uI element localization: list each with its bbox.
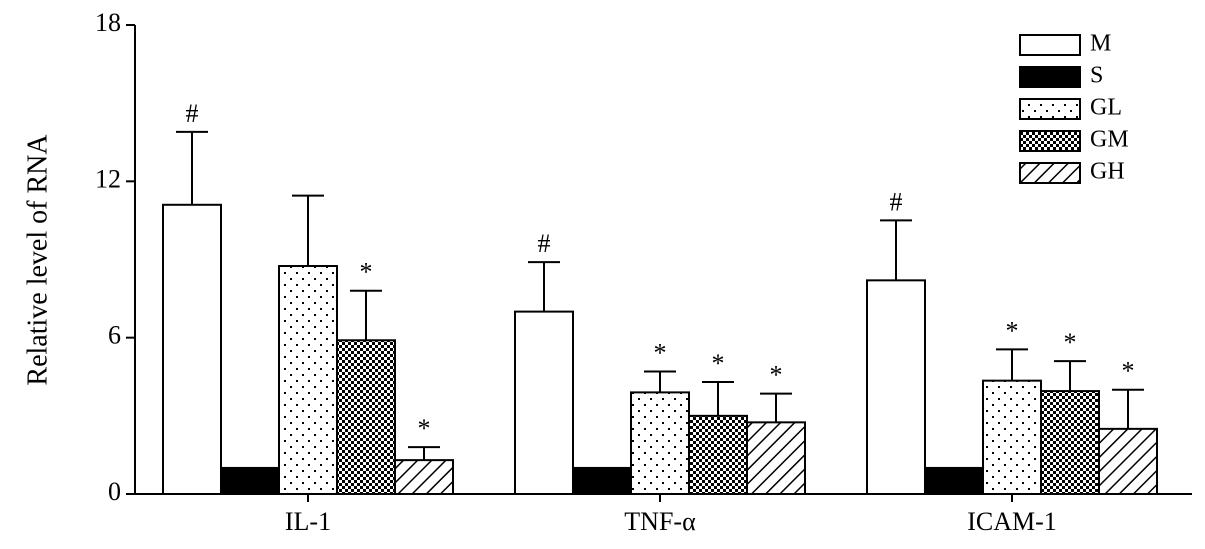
legend-swatch [1019, 162, 1081, 184]
y-tick-label: 0 [108, 477, 121, 506]
annotation: * [1122, 357, 1135, 386]
legend-label: M [1090, 31, 1111, 57]
legend-swatch [1019, 98, 1081, 120]
legend-label: GM [1090, 127, 1129, 153]
legend-label: S [1090, 63, 1103, 89]
annotation: * [654, 339, 667, 368]
y-axis-label: Relative level of RNA [22, 134, 53, 386]
bar [924, 466, 984, 496]
bar [278, 265, 338, 495]
x-tick-label: TNF-α [624, 507, 696, 536]
x-tick-label: IL-1 [285, 507, 331, 536]
bar [1098, 427, 1158, 495]
bar [336, 339, 396, 495]
bar [746, 421, 806, 496]
legend-label: GL [1090, 95, 1122, 121]
x-tick-label: ICAM-1 [967, 507, 1057, 536]
annotation: # [186, 99, 199, 128]
legend-swatch [1019, 130, 1081, 152]
bar [1040, 390, 1100, 496]
y-tick-label: 18 [95, 8, 121, 37]
legend-label: GH [1090, 159, 1125, 185]
annotation: * [712, 349, 725, 378]
annotation: * [770, 361, 783, 390]
bar [162, 203, 222, 496]
bar [572, 466, 632, 496]
bar [630, 391, 690, 495]
y-tick-label: 12 [95, 164, 121, 193]
bar [982, 379, 1042, 495]
y-tick-label: 6 [108, 321, 121, 350]
annotation: * [360, 258, 373, 287]
bar [220, 466, 280, 496]
annotation: * [1064, 328, 1077, 357]
annotation: # [890, 187, 903, 216]
annotation: # [538, 229, 551, 258]
annotation: * [418, 414, 431, 443]
legend-swatch [1019, 66, 1081, 88]
bar [514, 310, 574, 495]
bar [394, 459, 454, 495]
annotation: * [1006, 316, 1019, 345]
bar [688, 414, 748, 496]
bar [866, 279, 926, 495]
legend-swatch [1019, 34, 1081, 56]
